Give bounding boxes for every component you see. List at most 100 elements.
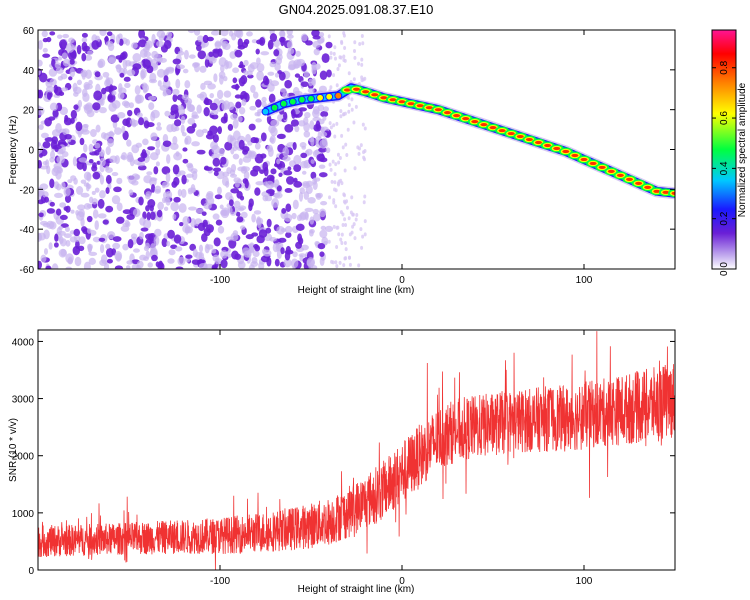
spectrogram-y-ticks: -60 -40 -20 0 20 40 60 (20, 26, 675, 276)
noise-blob (63, 233, 72, 239)
noise-blob (205, 196, 215, 206)
noise-blob (76, 186, 84, 195)
noise-blob (85, 102, 94, 113)
noise-blob (251, 213, 256, 223)
noise-blob (107, 95, 114, 101)
noise-blob (359, 227, 363, 232)
noise-blob (38, 39, 43, 50)
noise-blob (49, 102, 58, 111)
noise-blob (115, 34, 121, 45)
noise-blob (248, 123, 256, 131)
noise-blob (198, 263, 208, 269)
noise-blob (358, 146, 362, 151)
noise-blob (73, 228, 81, 237)
noise-blob (188, 54, 196, 59)
noise-blob (154, 185, 162, 193)
noise-blob (283, 213, 293, 222)
noise-blob (155, 161, 160, 167)
noise-blob (177, 50, 185, 56)
noise-blob (209, 125, 218, 135)
noise-blob (50, 139, 58, 150)
noise-blob (354, 217, 358, 222)
noise-blob (284, 225, 293, 234)
noise-blob (147, 146, 156, 151)
noise-blob (98, 106, 107, 114)
noise-blob (92, 102, 101, 111)
ridge-inner-blob (535, 140, 542, 145)
noise-blob (295, 223, 305, 232)
noise-blob (321, 53, 330, 64)
noise-blob (267, 39, 274, 50)
noise-blob (320, 126, 325, 134)
noise-blob (91, 40, 100, 50)
noise-blob (286, 41, 293, 49)
noise-blob (282, 155, 291, 162)
noise-blob (45, 265, 52, 269)
noise-blob (251, 257, 258, 264)
noise-blob (343, 46, 347, 51)
ridge-inner-blob (371, 93, 379, 97)
noise-blob (276, 158, 281, 165)
noise-blob (114, 265, 123, 269)
noise-blob (147, 199, 156, 208)
noise-blob (58, 225, 63, 231)
noise-blob (284, 79, 293, 89)
noise-blob (56, 155, 65, 164)
noise-blob (245, 133, 251, 143)
spectrogram-y-tick-label: -60 (20, 265, 35, 276)
noise-blob (88, 257, 96, 265)
noise-blob (124, 82, 131, 89)
noise-blob (76, 79, 82, 86)
noise-blob (343, 168, 347, 173)
noise-blob (38, 142, 42, 147)
noise-blob (250, 84, 256, 93)
noise-blob (162, 181, 170, 188)
noise-blob (203, 106, 210, 117)
noise-blob (196, 93, 205, 99)
noise-blob (111, 100, 121, 109)
noise-blob (46, 85, 55, 93)
noise-blob (112, 236, 122, 242)
noise-blob (256, 57, 261, 65)
noise-blob (47, 116, 56, 121)
noise-blob (303, 191, 310, 200)
noise-blob (92, 209, 99, 219)
noise-blob (347, 255, 351, 260)
ridge-inner-blob (662, 190, 670, 194)
noise-blob (300, 244, 309, 251)
noise-blob (97, 60, 104, 69)
noise-blob (135, 142, 143, 148)
noise-blob (333, 180, 337, 185)
noise-blob (41, 30, 48, 38)
noise-blob (335, 225, 339, 230)
noise-blob (252, 91, 259, 99)
noise-blob (191, 141, 200, 147)
noise-blob (156, 68, 166, 78)
noise-blob (72, 245, 81, 256)
noise-blob (230, 113, 238, 120)
noise-blob (199, 65, 207, 73)
noise-blob (235, 211, 241, 217)
noise-blob (347, 71, 351, 76)
noise-blob (331, 159, 335, 164)
noise-blob (137, 161, 146, 167)
noise-blob (69, 67, 76, 78)
noise-blob (333, 172, 337, 177)
noise-blob (275, 244, 283, 252)
noise-blob (179, 221, 184, 227)
noise-blob (167, 258, 175, 264)
ridge-inner-blob (462, 117, 470, 121)
noise-blob (332, 198, 336, 203)
noise-blob (241, 98, 247, 106)
noise-blob (353, 40, 357, 45)
noise-blob (230, 188, 240, 194)
noise-blob (173, 176, 180, 186)
noise-blob (217, 225, 225, 234)
noise-blob (67, 258, 73, 265)
noise-blob (140, 68, 147, 79)
noise-blob (91, 198, 98, 205)
noise-blob (139, 231, 144, 240)
noise-blob (223, 112, 228, 123)
noise-blob (174, 119, 182, 127)
noise-blob (269, 33, 278, 42)
